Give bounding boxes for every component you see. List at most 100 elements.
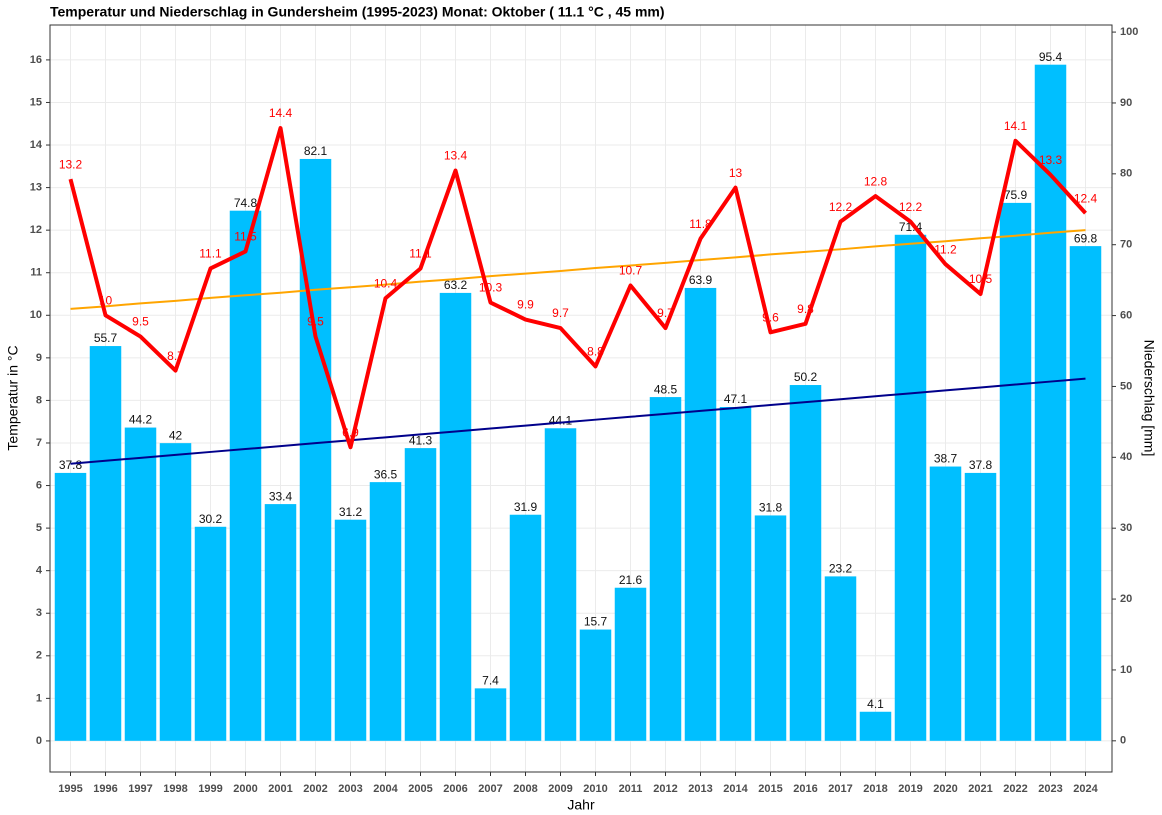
- y2-tick-label: 70: [1120, 239, 1132, 251]
- x-tick-label: 2013: [688, 783, 712, 795]
- line-label: 13.2: [59, 157, 83, 171]
- line-label: 14.1: [1004, 119, 1028, 133]
- y-tick-label: 8: [36, 394, 42, 406]
- x-tick-label: 2022: [1003, 783, 1027, 795]
- bar: [719, 407, 752, 741]
- bar: [964, 472, 997, 741]
- bar: [754, 515, 787, 741]
- y2-axis-title: Niederschlag [mm]: [1141, 340, 1157, 457]
- line-label: 11.1: [409, 247, 432, 261]
- y-tick-label: 11: [30, 267, 42, 279]
- y-tick-label: 0: [36, 735, 42, 747]
- bar-label: 4.1: [867, 697, 884, 711]
- y-axis-title: Temperatur in °C: [5, 345, 21, 450]
- x-tick-label: 1999: [198, 783, 222, 795]
- trend-line: [70, 229, 1086, 310]
- x-tick-label: 2014: [723, 783, 748, 795]
- bar-label: 38.7: [934, 452, 958, 466]
- chart-title: Temperatur und Niederschlag in Gundershe…: [50, 4, 665, 20]
- bar: [89, 346, 122, 741]
- bar: [929, 466, 962, 741]
- x-tick-label: 1997: [128, 783, 152, 795]
- line-label: 13.4: [444, 149, 468, 163]
- line-label: 12.4: [1074, 191, 1098, 205]
- y2-tick-label: 0: [1120, 735, 1126, 747]
- x-tick-label: 1996: [93, 783, 117, 795]
- y-tick-label: 10: [30, 309, 42, 321]
- x-tick-label: 2015: [758, 783, 782, 795]
- line-label: 9.5: [307, 315, 324, 329]
- bar: [684, 287, 717, 741]
- y-tick-label: 7: [36, 437, 42, 449]
- bar-label: 55.7: [94, 331, 118, 345]
- line-label: 12.8: [864, 174, 888, 188]
- bar: [999, 202, 1032, 741]
- bar-label: 50.2: [794, 370, 818, 384]
- y-tick-label: 6: [36, 479, 42, 491]
- x-tick-label: 1998: [163, 783, 187, 795]
- line: [68, 126, 1087, 450]
- line-label: 10.7: [619, 264, 643, 278]
- bar: [1069, 246, 1102, 741]
- y-tick-label: 4: [36, 565, 43, 577]
- line-label: 9.7: [657, 306, 674, 320]
- bar: [509, 514, 542, 741]
- bar: [159, 443, 192, 741]
- x-tick-label: 2008: [513, 783, 537, 795]
- y-tick-label: 12: [30, 224, 42, 236]
- x-tick-label: 2010: [583, 783, 607, 795]
- line-label: 9.6: [762, 310, 779, 324]
- line-label: 9.7: [552, 306, 569, 320]
- line-label: 12.2: [829, 200, 853, 214]
- bar: [474, 688, 507, 741]
- x-tick-label: 2017: [828, 783, 852, 795]
- x-tick-label: 2023: [1038, 783, 1062, 795]
- bar: [439, 292, 472, 741]
- y2-tick-label: 30: [1120, 522, 1132, 534]
- bar: [334, 519, 367, 741]
- x-tick-label: 2016: [793, 783, 817, 795]
- x-tick-label: 2006: [443, 783, 467, 795]
- x-tick-label: 2011: [619, 783, 643, 795]
- y2-tick-label: 50: [1120, 380, 1132, 392]
- x-tick-label: 2009: [548, 783, 572, 795]
- bar: [404, 448, 437, 741]
- bar-label: 33.4: [269, 489, 293, 503]
- line-label: 11.5: [234, 230, 257, 244]
- x-tick-label: 2002: [303, 783, 327, 795]
- line-label: 13.3: [1039, 153, 1063, 167]
- x-tick-label: 2021: [968, 783, 992, 795]
- line-label: 14.4: [269, 106, 293, 120]
- bar: [544, 428, 577, 741]
- line-label: 10.4: [374, 276, 398, 290]
- bar: [789, 385, 822, 741]
- line-label: 10.3: [479, 281, 503, 295]
- line-label: 11.1: [199, 247, 222, 261]
- bar-label: 21.6: [619, 573, 643, 587]
- bar-label: 31.8: [759, 501, 783, 515]
- line-label: 8.7: [167, 349, 184, 363]
- bar: [369, 482, 402, 741]
- bar: [614, 587, 647, 741]
- line-label: 10: [99, 293, 113, 307]
- bar-label: 74.8: [234, 196, 258, 210]
- x-tick-label: 2020: [933, 783, 957, 795]
- bar: [894, 234, 927, 741]
- bar-label: 69.8: [1074, 231, 1098, 245]
- x-tick-label: 2007: [478, 783, 502, 795]
- line-label: 11.2: [934, 242, 957, 256]
- bar-label: 82.1: [304, 144, 328, 158]
- bar: [264, 504, 297, 741]
- x-tick-label: 2004: [373, 783, 398, 795]
- bar: [194, 526, 227, 741]
- line-label: 12.2: [899, 200, 923, 214]
- y-tick-label: 16: [30, 54, 42, 66]
- trend-line: [70, 377, 1086, 465]
- x-tick-label: 2005: [408, 783, 432, 795]
- line-label: 8.8: [587, 345, 604, 359]
- y2-tick-label: 10: [1120, 664, 1132, 676]
- x-tick-label: 2024: [1073, 783, 1098, 795]
- bar-label: 63.2: [444, 278, 468, 292]
- bar-label: 63.9: [689, 273, 713, 287]
